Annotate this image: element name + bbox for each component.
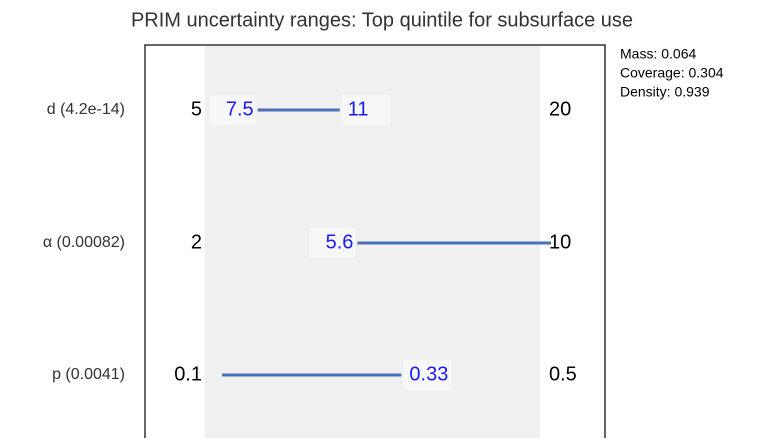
stat-label: Density: 0.939 xyxy=(620,84,710,100)
range-min: 0.1 xyxy=(174,363,202,385)
label-bg xyxy=(209,95,256,125)
stat-label: Coverage: 0.304 xyxy=(620,65,724,81)
range-max: 0.5 xyxy=(549,363,577,385)
range-min: 5 xyxy=(191,98,202,120)
box-min-label: 7.5 xyxy=(226,98,254,120)
row-name: d (4.2e-14) xyxy=(47,101,125,118)
box-max-label: 11 xyxy=(348,98,369,120)
range-max: 20 xyxy=(549,98,571,120)
label-bg xyxy=(309,228,356,258)
row-name: α (0.00082) xyxy=(43,234,125,251)
box-min-label: 5.6 xyxy=(326,231,354,253)
box-max-label: 0.33 xyxy=(409,363,448,385)
range-min: 2 xyxy=(191,231,202,253)
row-name: p (0.0041) xyxy=(52,366,125,383)
stat-label: Mass: 0.064 xyxy=(620,46,696,62)
range-max: 10 xyxy=(549,231,571,253)
label-bg xyxy=(403,360,452,390)
label-bg xyxy=(341,95,390,125)
chart-title: PRIM uncertainty ranges: Top quintile fo… xyxy=(131,9,633,31)
plot-frame xyxy=(144,44,606,443)
